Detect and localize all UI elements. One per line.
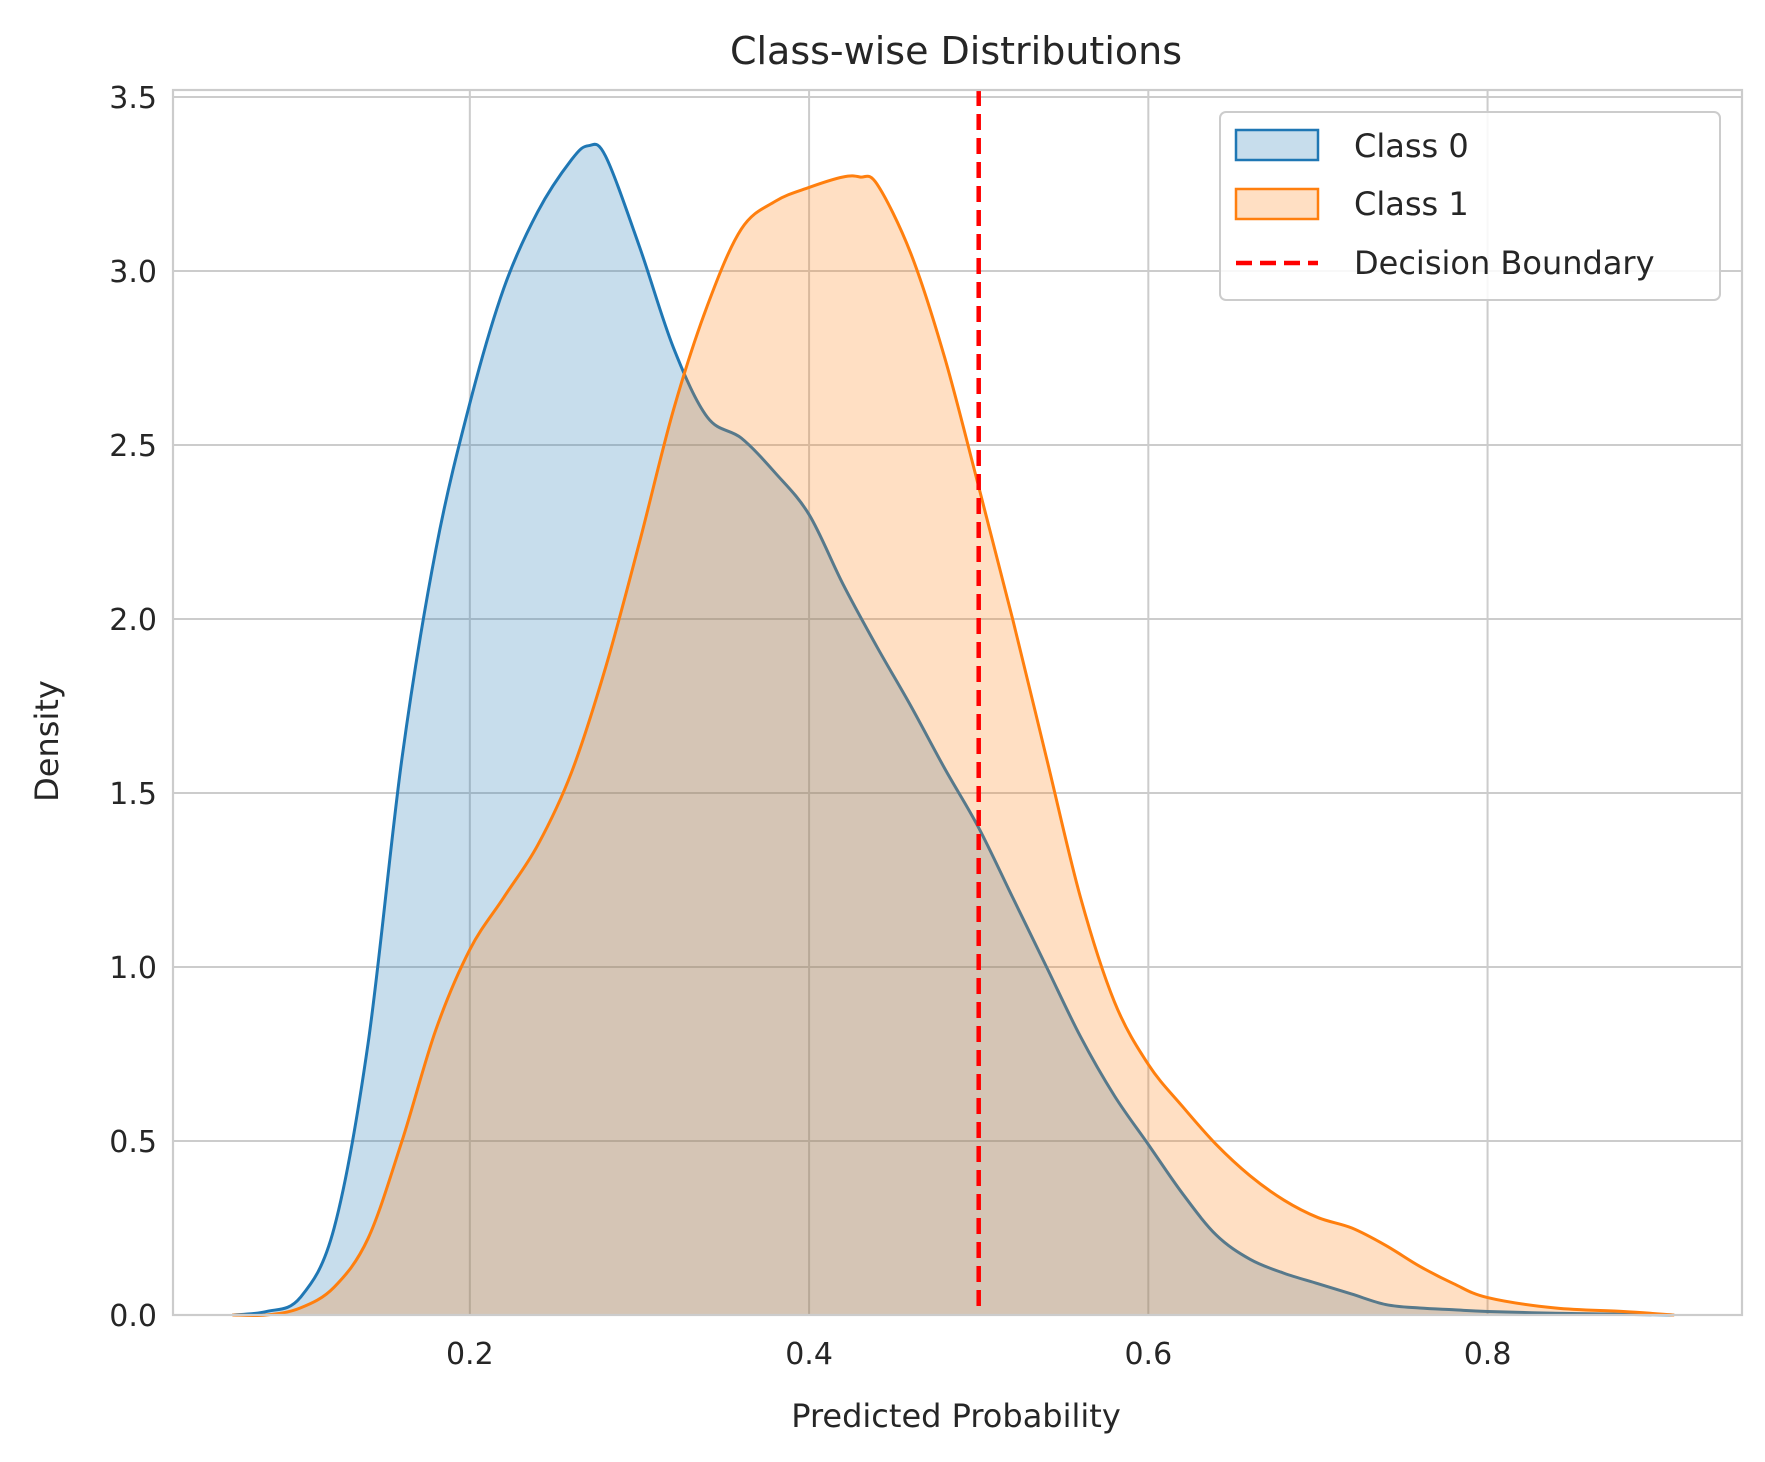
x-axis-label: Predicted Probability (791, 1397, 1121, 1435)
x-tick-label: 0.8 (1464, 1337, 1512, 1372)
series-line-class-0 (232, 142, 1675, 1317)
legend-swatch-class-0 (1234, 128, 1320, 162)
series-layer (232, 142, 1675, 1318)
y-tick-label: 0.0 (109, 1299, 157, 1334)
legend: Class 0 Class 1 Decision Boundary (1219, 111, 1721, 301)
y-tick-label: 3.5 (109, 81, 157, 116)
x-tick-label: 0.2 (446, 1337, 494, 1372)
legend-label-class-1: Class 1 (1354, 185, 1469, 223)
series-line-class-1 (232, 174, 1675, 1318)
legend-box (1219, 111, 1721, 301)
y-axis-label: Density (28, 680, 66, 802)
tick-label-layer: 0.2 0.4 0.6 0.8 0.0 0.5 1.0 1.5 2.0 2.5 3.0 3.5 (109, 81, 1511, 1372)
plot-frame (171, 88, 1744, 1317)
y-tick-label: 1.0 (109, 951, 157, 986)
y-tick-label: 2.0 (109, 603, 157, 638)
series-area-class-0 (232, 144, 1675, 1316)
legend-swatch-class-1 (1234, 187, 1320, 221)
y-tick-label: 1.5 (109, 777, 157, 812)
y-tick-label: 2.5 (109, 429, 157, 464)
legend-label-class-0: Class 0 (1354, 127, 1469, 165)
series-area-class-1 (232, 175, 1675, 1316)
legend-label-decision-boundary: Decision Boundary (1354, 244, 1655, 282)
x-tick-label: 0.6 (1124, 1337, 1172, 1372)
chart-title: Class-wise Distributions (730, 29, 1182, 73)
y-tick-label: 0.5 (109, 1125, 157, 1160)
x-tick-label: 0.4 (785, 1337, 833, 1372)
y-tick-label: 3.0 (109, 255, 157, 290)
